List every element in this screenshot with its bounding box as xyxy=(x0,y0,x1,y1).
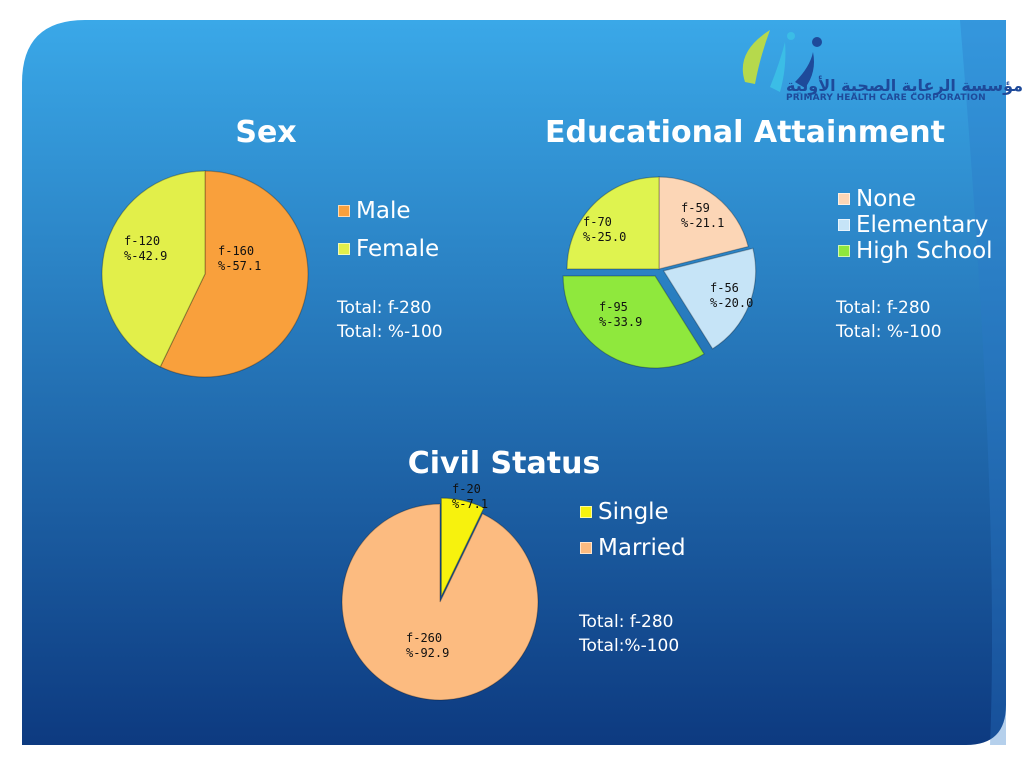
legend-swatch-female xyxy=(338,243,350,255)
pie-slice-other-frequency-label: f-70 xyxy=(583,215,612,229)
pie-slice-high-school xyxy=(562,275,705,369)
sex-pie-chart: f-160%-57.1 f-120%-42.9 xyxy=(101,170,309,378)
legend-swatch-elementary xyxy=(838,219,850,231)
legend-label-male: Male xyxy=(356,198,411,224)
pie-slice-female-frequency-label: f-120 xyxy=(124,234,160,248)
sex-total-percent: Total: %-100 xyxy=(337,322,443,342)
legend-label-married: Married xyxy=(598,535,686,561)
sex-total-frequency: Total: f-280 xyxy=(337,298,432,318)
legend-item-female: Female xyxy=(338,230,439,268)
legend-item-married: Married xyxy=(580,530,686,566)
education-total-frequency: Total: f-280 xyxy=(836,298,931,318)
pie-slice-high-school-frequency-label: f-95 xyxy=(599,300,628,314)
legend-swatch-single xyxy=(580,506,592,518)
legend-swatch-none xyxy=(838,193,850,205)
pie-slice-none-frequency-label: f-59 xyxy=(681,201,710,215)
civil-status-total-frequency: Total: f-280 xyxy=(579,612,674,632)
pie-slice-elementary xyxy=(662,247,757,350)
pie-slice-married-percent-label: %-92.9 xyxy=(406,646,449,660)
education-pie-chart: f-59%-21.1 f-56%-20.0 f-95%-33.9 f-70%-25.0 xyxy=(562,176,757,369)
pie-slice-married xyxy=(341,503,539,701)
civil-status-chart-title: Civil Status xyxy=(407,446,601,481)
corner-highlight xyxy=(960,20,1006,745)
legend-item-elementary: Elementary xyxy=(838,212,993,238)
legend-label-single: Single xyxy=(598,499,669,525)
legend-swatch-married xyxy=(580,542,592,554)
civil-status-total-percent: Total:%-100 xyxy=(579,636,680,656)
education-totals: Total: f-280 Total: %-100 xyxy=(836,296,942,344)
pie-slice-male-percent-label: %-57.1 xyxy=(218,259,261,273)
pie-slice-elementary-frequency-label: f-56 xyxy=(710,281,739,295)
sex-chart-title: Sex xyxy=(235,115,297,150)
pie-slice-female xyxy=(101,170,206,368)
pie-slice-other xyxy=(566,176,660,270)
education-legend: None Elementary High School xyxy=(838,186,993,264)
pie-slice-male xyxy=(159,170,309,378)
pie-slice-none xyxy=(658,176,749,270)
legend-swatch-male xyxy=(338,205,350,217)
legend-swatch-high-school xyxy=(838,245,850,257)
pie-slice-single xyxy=(440,497,485,597)
legend-item-high-school: High School xyxy=(838,238,993,264)
pie-slice-other-percent-label: %-25.0 xyxy=(583,230,626,244)
legend-label-none: None xyxy=(856,186,917,212)
sex-legend: Male Female xyxy=(338,192,439,268)
pie-slice-single-frequency-label: f-20 xyxy=(452,482,481,496)
education-total-percent: Total: %-100 xyxy=(836,322,942,342)
logo-english-name: PRIMARY HEALTH CARE CORPORATION xyxy=(786,93,986,103)
civil-status-pie-chart: f-20%-7.1 f-260%-92.9 xyxy=(341,482,539,701)
logo-emblem-icon xyxy=(742,30,822,92)
pie-slice-female-percent-label: %-42.9 xyxy=(124,249,167,263)
legend-label-female: Female xyxy=(356,236,440,262)
pie-slice-married-frequency-label: f-260 xyxy=(406,631,442,645)
civil-status-legend: Single Married xyxy=(580,494,686,566)
pie-slice-high-school-percent-label: %-33.9 xyxy=(599,315,642,329)
pie-slice-none-percent-label: %-21.1 xyxy=(681,216,724,230)
legend-item-single: Single xyxy=(580,494,686,530)
pie-slice-elementary-percent-label: %-20.0 xyxy=(710,296,753,310)
pie-slice-single-percent-label: %-7.1 xyxy=(452,497,488,511)
legend-label-high-school: High School xyxy=(856,238,993,264)
legend-item-male: Male xyxy=(338,192,439,230)
civil-status-totals: Total: f-280 Total:%-100 xyxy=(579,610,679,658)
logo-arabic-name: مؤسسة الرعاية الصحية الأولية xyxy=(786,76,1024,95)
legend-item-none: None xyxy=(838,186,993,212)
pie-slice-male-frequency-label: f-160 xyxy=(218,244,254,258)
education-chart-title: Educational Attainment xyxy=(544,115,946,150)
sex-totals: Total: f-280 Total: %-100 xyxy=(337,296,443,344)
legend-label-elementary: Elementary xyxy=(856,212,989,238)
